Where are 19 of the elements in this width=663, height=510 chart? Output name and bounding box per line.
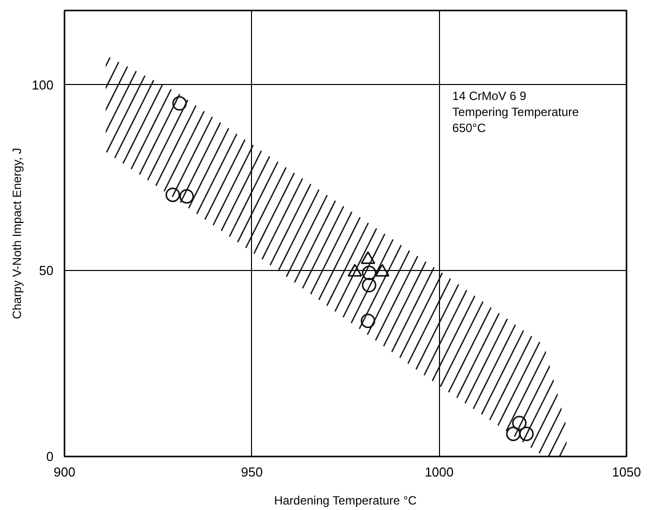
x-tick-label: 1050 bbox=[612, 464, 641, 480]
point bbox=[360, 314, 376, 328]
point bbox=[362, 266, 376, 280]
x-axis-title: Hardening Temperature °C bbox=[274, 494, 418, 508]
x-tick-label: 900 bbox=[54, 464, 76, 480]
x-tick-label: 950 bbox=[240, 464, 263, 480]
point bbox=[506, 426, 521, 442]
y-axis-title: Charpy V-Noth Impact Energy, J bbox=[10, 148, 24, 320]
point bbox=[172, 96, 187, 111]
point bbox=[166, 188, 180, 202]
x-tick-label: 1000 bbox=[424, 464, 454, 480]
annotation: 14 CrMoV 6 9 Tempering Temperature 650°C bbox=[452, 88, 580, 135]
y-tick-label: 100 bbox=[32, 77, 54, 92]
point bbox=[179, 189, 194, 204]
y-tick-label: 0 bbox=[46, 449, 54, 464]
point bbox=[519, 426, 534, 442]
point bbox=[362, 278, 376, 292]
point bbox=[512, 416, 527, 430]
y-tick-label: 50 bbox=[39, 263, 54, 278]
